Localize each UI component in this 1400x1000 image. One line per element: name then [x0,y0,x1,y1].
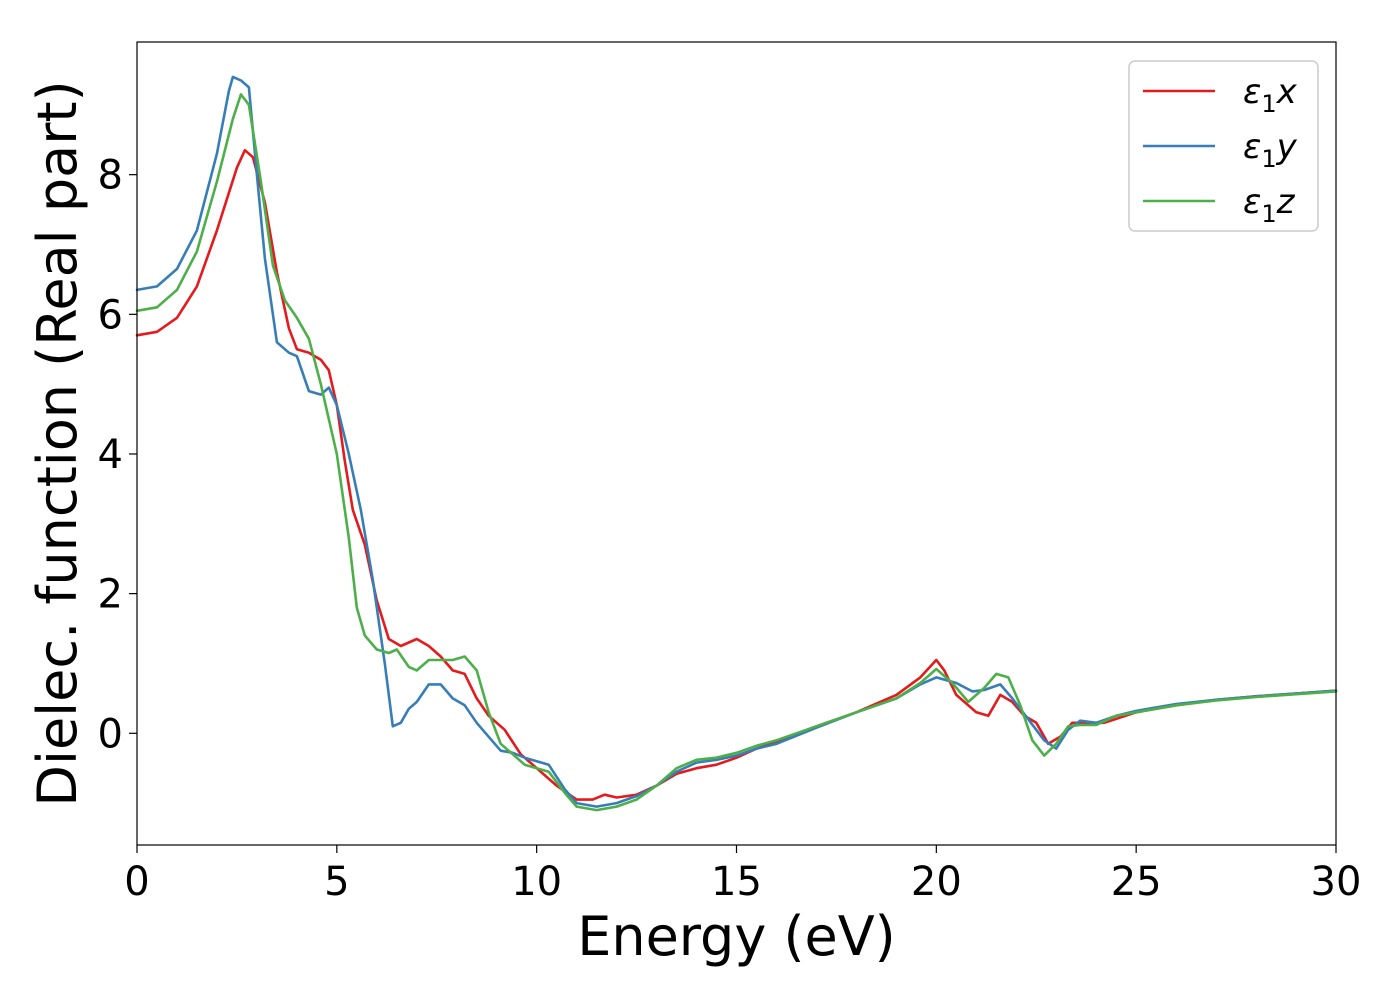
legend-label-x: ε1x [1243,72,1298,118]
legend-label-subscript: 1 [1261,200,1276,228]
legend-label-subscript: 1 [1261,90,1276,118]
y-tick-label: 6 [98,292,123,338]
y-tick-label: 4 [98,432,123,478]
axes: 0 5 10 15 20 25 30 0 2 4 6 8 [98,153,1362,905]
legend-label-main: ε [1243,127,1261,167]
plot-frame [136,41,1337,846]
legend-label-main: ε [1243,182,1261,222]
legend-label-z: ε1z [1243,182,1296,228]
legend-label-y: ε1y [1243,127,1298,173]
x-tick-label: 10 [511,859,562,905]
series-line-z [135,93,1338,812]
legend-label-subscript: 1 [1261,145,1276,173]
series-line-y [135,75,1338,808]
legend-label-main: ε [1243,72,1261,112]
legend-box [1128,60,1319,232]
legend-label-variable: y [1276,127,1298,167]
y-axis-title: Dielec. function (Real part) [26,80,89,806]
legend-label-variable: z [1276,182,1296,222]
legend-label-variable: x [1276,72,1298,112]
x-tick-label: 15 [711,859,762,905]
y-tick-label: 0 [98,711,123,757]
x-tick-label: 5 [324,859,349,905]
x-axis-title: Energy (eV) [577,905,896,968]
y-tick-label: 2 [98,572,123,618]
x-tick-label: 20 [911,859,962,905]
x-tick-label: 25 [1111,859,1162,905]
series-layer [135,75,1338,812]
x-tick-label: 0 [124,859,149,905]
x-tick-label: 30 [1311,859,1362,905]
series-line-x [135,148,1338,801]
y-tick-label: 8 [98,153,123,199]
